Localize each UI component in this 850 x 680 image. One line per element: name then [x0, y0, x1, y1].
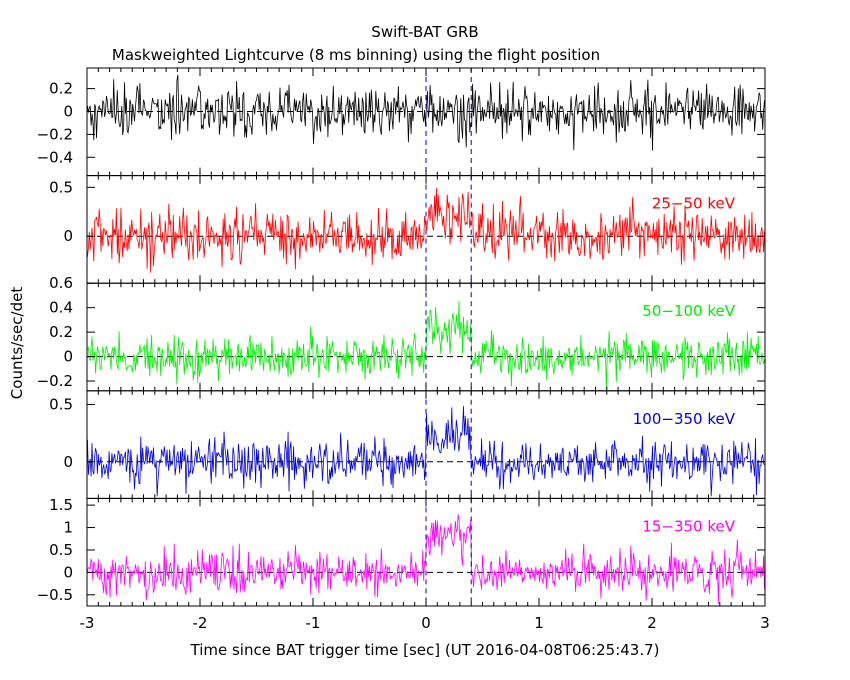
- panel-5: 1.5 1 0.5 0 −0.5 15−350 keV: [37, 496, 766, 607]
- panel-1: 0.2 0 −0.2 −0.4: [37, 67, 766, 177]
- x-tick-label: -2: [193, 614, 208, 632]
- x-tick-label: -1: [306, 614, 321, 632]
- band-label: 100−350 keV: [633, 410, 736, 428]
- x-tick-label: 2: [647, 614, 657, 632]
- y-tick-label: 0.2: [49, 323, 73, 341]
- panels: 0.2 0 −0.2 −0.4 0.5 0 25−50 keV 0.6 0.4 0.2 0 −0.2 5…: [37, 67, 770, 632]
- y-axis-label: Counts/sec/det: [8, 287, 26, 400]
- y-tick-label: 0.6: [49, 274, 73, 292]
- y-tick-label: −0.4: [37, 148, 73, 166]
- y-tick-label: 0: [63, 563, 73, 581]
- y-tick-label: 0.5: [49, 541, 73, 559]
- y-tick-label: 0.5: [49, 178, 73, 196]
- band-label: 25−50 keV: [652, 195, 736, 213]
- x-tick-label: 0: [421, 614, 431, 632]
- x-tick-label: -3: [80, 614, 95, 632]
- panel-4: 0.5 0 100−350 keV: [49, 390, 766, 499]
- panel-3: 0.6 0.4 0.2 0 −0.2 50−100 keV: [37, 274, 766, 392]
- chart-title: Swift-BAT GRB: [371, 23, 478, 41]
- series-line: [87, 187, 765, 273]
- y-tick-label: 1: [63, 519, 73, 537]
- x-axis-label: Time since BAT trigger time [sec] (UT 20…: [190, 641, 660, 659]
- y-tick-label: 0.2: [49, 80, 73, 98]
- series-line: [87, 514, 765, 605]
- y-tick-label: 0: [63, 227, 73, 245]
- y-tick-label: 0: [63, 102, 73, 120]
- y-tick-label: 0.5: [49, 396, 73, 414]
- y-tick-label: −0.5: [37, 586, 73, 604]
- band-label: 15−350 keV: [642, 517, 735, 535]
- chart-subtitle: Maskweighted Lightcurve (8 ms binning) u…: [112, 46, 600, 64]
- x-tick-label: 1: [534, 614, 544, 632]
- y-tick-label: −0.2: [37, 372, 73, 390]
- band-label: 50−100 keV: [642, 302, 735, 320]
- x-tick-label: 3: [760, 614, 770, 632]
- y-tick-label: 0.4: [49, 299, 73, 317]
- y-tick-label: −0.2: [37, 125, 73, 143]
- panel-2: 0.5 0 25−50 keV: [49, 175, 766, 284]
- y-tick-label: 1.5: [49, 496, 73, 514]
- y-tick-label: 0: [63, 453, 73, 471]
- y-tick-label: 0: [63, 348, 73, 366]
